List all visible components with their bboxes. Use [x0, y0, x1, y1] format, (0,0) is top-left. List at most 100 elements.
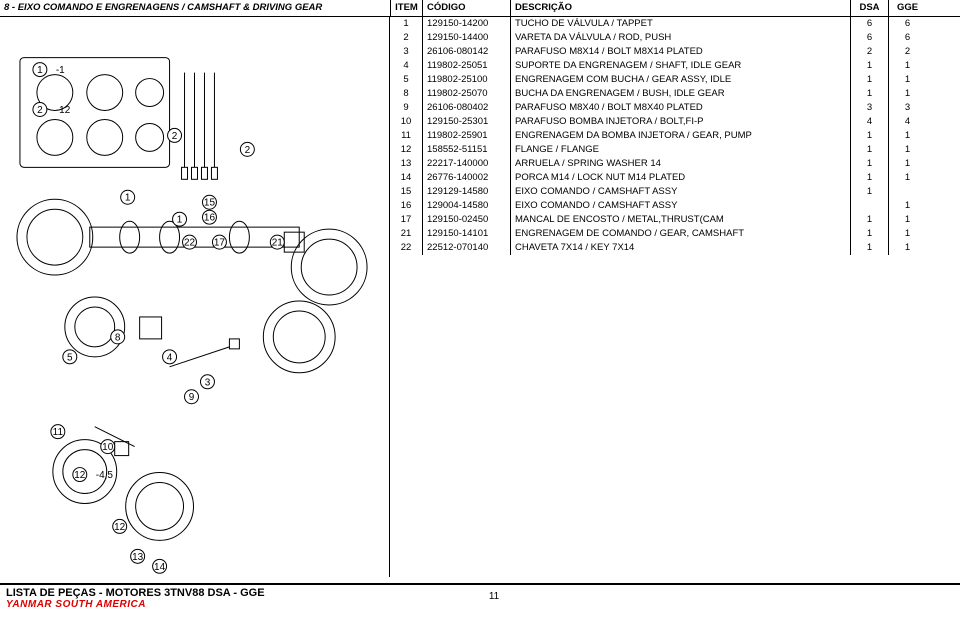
callout-number: 15 — [204, 198, 216, 209]
section-title: 8 - EIXO COMANDO E ENGRENAGENS / CAMSHAF… — [0, 0, 390, 16]
cell-item: 22 — [390, 241, 422, 255]
callout-number: 2 — [245, 145, 251, 156]
cell-gge: 6 — [888, 31, 926, 45]
cell-dsa: 1 — [850, 213, 888, 227]
page-footer: LISTA DE PEÇAS - MOTORES 3TNV88 DSA - GG… — [0, 583, 960, 617]
cell-gge: 4 — [888, 115, 926, 129]
callout-number: 9 — [189, 392, 195, 403]
callout-number: 2 — [172, 131, 178, 142]
diagram-svg: 1-12-122211151622172185439111012-4,51213… — [0, 17, 389, 577]
cell-codigo: 129150-14200 — [422, 17, 510, 31]
callout-number: 22 — [184, 238, 196, 249]
col-codigo: CÓDIGO — [422, 0, 510, 16]
cell-gge — [888, 185, 926, 199]
cell-gge: 1 — [888, 157, 926, 171]
cell-desc: PARAFUSO M8X40 / BOLT M8X40 PLATED — [510, 101, 850, 115]
cell-dsa: 1 — [850, 143, 888, 157]
cell-codigo: 129150-02450 — [422, 213, 510, 227]
cell-item: 17 — [390, 213, 422, 227]
callout-number: 13 — [132, 552, 144, 563]
cell-desc: MANCAL DE ENCOSTO / METAL,THRUST(CAM — [510, 213, 850, 227]
cell-codigo: 129129-14580 — [422, 185, 510, 199]
cell-gge: 1 — [888, 73, 926, 87]
cell-item: 9 — [390, 101, 422, 115]
cell-gge: 2 — [888, 45, 926, 59]
cell-item: 5 — [390, 73, 422, 87]
cell-codigo: 22217-140000 — [422, 157, 510, 171]
cell-dsa: 1 — [850, 157, 888, 171]
cell-item: 11 — [390, 129, 422, 143]
cell-dsa — [850, 199, 888, 213]
cell-codigo: 119802-25901 — [422, 129, 510, 143]
cell-codigo: 158552-51151 — [422, 143, 510, 157]
cell-item: 13 — [390, 157, 422, 171]
cell-codigo: 26776-140002 — [422, 171, 510, 185]
cell-desc: PARAFUSO BOMBA INJETORA / BOLT,FI-P — [510, 115, 850, 129]
callout-number: 1 — [37, 65, 43, 76]
cell-dsa: 1 — [850, 129, 888, 143]
callout-number: 5 — [67, 352, 73, 363]
cell-codigo: 129150-14101 — [422, 227, 510, 241]
cell-desc: BUCHA DA ENGRENAGEM / BUSH, IDLE GEAR — [510, 87, 850, 101]
callout-suffix: -4,5 — [96, 470, 114, 481]
table-row: 17129150-02450MANCAL DE ENCOSTO / METAL,… — [390, 213, 960, 227]
cell-gge: 1 — [888, 241, 926, 255]
cell-item: 3 — [390, 45, 422, 59]
col-dsa: DSA — [850, 0, 888, 16]
cell-codigo: 129150-14400 — [422, 31, 510, 45]
cell-gge: 1 — [888, 129, 926, 143]
cell-desc: EIXO COMANDO / CAMSHAFT ASSY — [510, 199, 850, 213]
cell-dsa: 6 — [850, 17, 888, 31]
table-row: 926106-080402PARAFUSO M8X40 / BOLT M8X40… — [390, 101, 960, 115]
cell-gge: 1 — [888, 59, 926, 73]
cell-desc: EIXO COMANDO / CAMSHAFT ASSY — [510, 185, 850, 199]
callout-number: 21 — [272, 238, 284, 249]
col-gge: GGE — [888, 0, 926, 16]
cell-desc: ENGRENAGEM DE COMANDO / GEAR, CAMSHAFT — [510, 227, 850, 241]
table-row: 1426776-140002PORCA M14 / LOCK NUT M14 P… — [390, 171, 960, 185]
cell-item: 16 — [390, 199, 422, 213]
cell-desc: FLANGE / FLANGE — [510, 143, 850, 157]
cell-gge: 6 — [888, 17, 926, 31]
cell-gge: 3 — [888, 101, 926, 115]
table-row: 11119802-25901ENGRENAGEM DA BOMBA INJETO… — [390, 129, 960, 143]
cell-item: 10 — [390, 115, 422, 129]
cell-dsa: 6 — [850, 31, 888, 45]
callout-number: 12 — [114, 522, 126, 533]
cell-desc: ARRUELA / SPRING WASHER 14 — [510, 157, 850, 171]
cell-codigo: 129150-25301 — [422, 115, 510, 129]
parts-table-body: 1129150-14200TUCHO DE VÁLVULA / TAPPET66… — [390, 17, 960, 255]
table-row: 2129150-14400VARETA DA VÁLVULA / ROD, PU… — [390, 31, 960, 45]
cell-desc: VARETA DA VÁLVULA / ROD, PUSH — [510, 31, 850, 45]
cell-item: 21 — [390, 227, 422, 241]
cell-dsa: 2 — [850, 45, 888, 59]
cell-item: 12 — [390, 143, 422, 157]
footer-title: LISTA DE PEÇAS - MOTORES 3TNV88 DSA - GG… — [0, 585, 960, 599]
table-row: 1129150-14200TUCHO DE VÁLVULA / TAPPET66 — [390, 17, 960, 31]
cell-gge: 1 — [888, 199, 926, 213]
table-header: 8 - EIXO COMANDO E ENGRENAGENS / CAMSHAF… — [0, 0, 960, 17]
col-item: ITEM — [390, 0, 422, 16]
cell-dsa: 1 — [850, 73, 888, 87]
callout-number: 1 — [177, 215, 183, 226]
callout-number: 3 — [205, 377, 211, 388]
callout-number: 17 — [214, 238, 226, 249]
table-row: 5119802-25100ENGRENAGEM COM BUCHA / GEAR… — [390, 73, 960, 87]
cell-codigo: 26106-080402 — [422, 101, 510, 115]
callout-suffix: -12 — [56, 105, 71, 116]
col-desc: DESCRIÇÃO — [510, 0, 850, 16]
table-row: 16129004-14580EIXO COMANDO / CAMSHAFT AS… — [390, 199, 960, 213]
cell-item: 1 — [390, 17, 422, 31]
cell-codigo: 26106-080142 — [422, 45, 510, 59]
cell-dsa: 1 — [850, 227, 888, 241]
cell-codigo: 119802-25051 — [422, 59, 510, 73]
footer-brand: YANMAR SOUTH AMERICA — [0, 599, 960, 610]
cell-item: 15 — [390, 185, 422, 199]
page: 8 - EIXO COMANDO E ENGRENAGENS / CAMSHAF… — [0, 0, 960, 617]
cell-gge: 1 — [888, 143, 926, 157]
callout-number: 4 — [167, 352, 173, 363]
exploded-diagram: 1-12-122211151622172185439111012-4,51213… — [0, 17, 390, 577]
table-row: 12158552-51151FLANGE / FLANGE11 — [390, 143, 960, 157]
cell-desc: ENGRENAGEM DA BOMBA INJETORA / GEAR, PUM… — [510, 129, 850, 143]
table-row: 1322217-140000ARRUELA / SPRING WASHER 14… — [390, 157, 960, 171]
